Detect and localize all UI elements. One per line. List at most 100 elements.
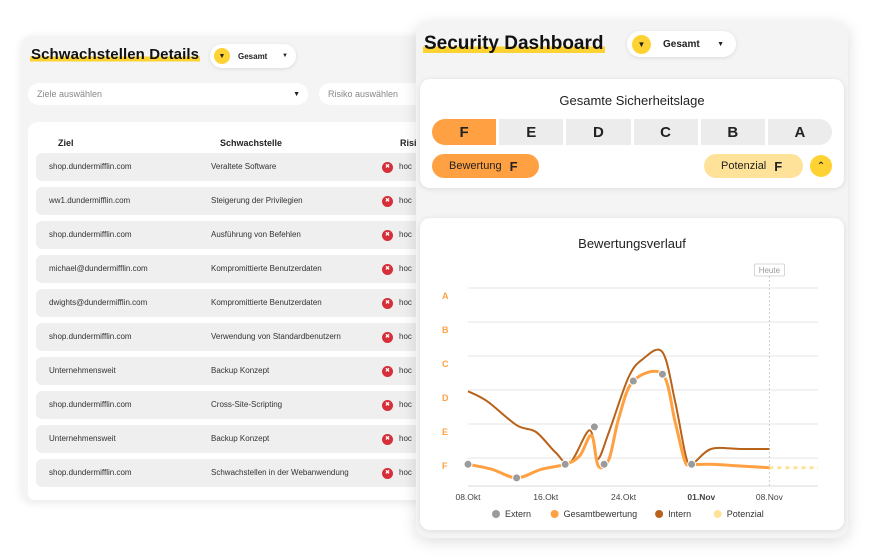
risk-select[interactable]: Risiko auswählen <box>319 83 442 105</box>
x-tick-label: 08.Nov <box>756 492 784 502</box>
grade-b: B <box>700 119 765 145</box>
table-row[interactable]: shop.dundermifflin.com Schwachstellen in … <box>36 459 442 487</box>
dashboard-filter-label: Gesamt <box>663 38 700 50</box>
row-risk-label: hoc <box>399 434 412 443</box>
legend-marker <box>655 510 664 518</box>
chevrons-up-icon: ⌃ <box>816 160 826 172</box>
filter-icon: ▼ <box>214 48 230 64</box>
series-line-gesamtbewertung <box>467 369 770 480</box>
legend-label: Potenzial <box>727 509 764 519</box>
row-target: shop.dundermifflin.com <box>49 230 132 239</box>
table-row[interactable]: dwights@dundermifflin.com Kompromittierte… <box>36 289 442 317</box>
today-badge <box>753 263 785 277</box>
row-target: shop.dundermifflin.com <box>49 400 132 409</box>
y-tick-label: C <box>442 359 449 369</box>
potential-value: F <box>774 158 783 174</box>
x-tick-label: 08.Okt <box>455 492 481 502</box>
column-header-risk: Risik <box>400 138 422 148</box>
risk-high-icon: ✖ <box>382 297 393 309</box>
legend-label: Gesamtbewertung <box>564 509 638 519</box>
row-risk-label: hoc <box>399 468 412 477</box>
table-row[interactable]: ww1.dundermifflin.com Steigerung der Priv… <box>36 187 442 215</box>
row-target: Unternehmensweit <box>49 434 116 443</box>
row-vulnerability: Backup Konzept <box>211 366 270 375</box>
today-label: Heute <box>759 266 781 275</box>
row-target: ww1.dundermifflin.com <box>49 196 131 205</box>
y-tick-label: A <box>442 291 449 301</box>
legend-label: Extern <box>505 509 531 519</box>
table-row[interactable]: shop.dundermifflin.com Veraltete Software… <box>36 153 442 181</box>
chevron-down-icon: ▼ <box>293 90 300 98</box>
vulnerability-details-title: Schwachstellen Details <box>30 46 201 63</box>
row-risk: ✖ hoc <box>382 187 412 215</box>
row-risk-label: hoc <box>399 230 412 239</box>
risk-select-placeholder: Risiko auswählen <box>328 89 399 99</box>
row-risk: ✖ hoc <box>382 459 412 487</box>
row-risk-label: hoc <box>399 196 412 205</box>
row-risk: ✖ hoc <box>382 289 412 317</box>
security-dashboard-panel: Security Dashboard ▼ Gesamt ▼ Gesamte Si… <box>416 22 848 538</box>
series-point-extern <box>628 376 638 386</box>
row-risk-label: hoc <box>399 332 412 341</box>
row-vulnerability: Kompromittierte Benutzerdaten <box>211 264 322 273</box>
series-point-extern <box>512 473 522 483</box>
series-point-extern <box>560 459 570 469</box>
y-tick-label: B <box>442 325 449 335</box>
table-row[interactable]: shop.dundermifflin.com Ausführung von Bef… <box>36 221 442 249</box>
table-row[interactable]: shop.dundermifflin.com Verwendung von Sta… <box>36 323 442 351</box>
y-tick-label: D <box>442 393 449 403</box>
row-vulnerability: Ausführung von Befehlen <box>211 230 301 239</box>
series-point-extern <box>463 459 473 469</box>
row-risk: ✖ hoc <box>382 153 412 181</box>
targets-select-placeholder: Ziele auswählen <box>37 89 103 99</box>
row-risk-label: hoc <box>399 366 412 375</box>
row-risk-label: hoc <box>399 162 412 171</box>
rating-value: F <box>509 158 518 174</box>
legend-marker <box>713 510 722 518</box>
targets-select[interactable]: Ziele auswählen ▼ <box>28 83 308 105</box>
chevron-down-icon: ▼ <box>717 40 724 48</box>
table-row[interactable]: michael@dundermifflin.com Kompromittierte… <box>36 255 442 283</box>
column-header-target: Ziel <box>58 138 74 148</box>
collapse-button[interactable]: ⌃ <box>810 155 832 177</box>
grade-e: E <box>499 119 564 145</box>
chevron-down-icon: ▼ <box>282 53 288 59</box>
column-header-vulnerability: Schwachstelle <box>220 138 283 148</box>
row-vulnerability: Schwachstellen in der Webanwendung <box>211 468 349 477</box>
rating-badge: Bewertung F <box>432 154 539 178</box>
row-risk-label: hoc <box>399 400 412 409</box>
y-tick-label: F <box>442 461 448 471</box>
filter-icon: ▼ <box>632 34 651 54</box>
risk-high-icon: ✖ <box>382 263 393 275</box>
vulnerability-filter-dropdown[interactable]: ▼ Gesamt ▼ <box>210 44 296 68</box>
series-point-extern <box>599 459 609 469</box>
row-target: shop.dundermifflin.com <box>49 332 132 341</box>
table-row[interactable]: Unternehmensweit Backup Konzept ✖ hoc <box>36 425 442 453</box>
grade-a: A <box>767 119 833 145</box>
table-row[interactable]: Unternehmensweit Backup Konzept ✖ hoc <box>36 357 442 385</box>
rating-label: Bewertung <box>449 160 502 172</box>
risk-high-icon: ✖ <box>382 161 393 173</box>
series-point-extern <box>687 459 697 469</box>
dashboard-filter-dropdown[interactable]: ▼ Gesamt ▼ <box>627 31 736 57</box>
table-row[interactable]: shop.dundermifflin.com Cross-Site-Scripti… <box>36 391 442 419</box>
y-tick-label: E <box>442 427 448 437</box>
grade-f: F <box>432 119 497 145</box>
x-tick-label: 24.Okt <box>611 492 637 502</box>
risk-high-icon: ✖ <box>382 365 393 377</box>
row-vulnerability: Veraltete Software <box>211 162 277 171</box>
x-tick-label: 16.Okt <box>533 492 559 502</box>
risk-high-icon: ✖ <box>382 399 393 411</box>
risk-high-icon: ✖ <box>382 331 393 343</box>
rating-history-chart: F E D C B A Heute 08.Okt 16.Okt 24.Okt 01.Nov 08.No… <box>442 263 818 519</box>
row-target: shop.dundermifflin.com <box>49 162 132 171</box>
row-risk: ✖ hoc <box>382 391 412 419</box>
row-vulnerability: Steigerung der Privilegien <box>211 196 303 205</box>
risk-high-icon: ✖ <box>382 433 393 445</box>
row-target: dwights@dundermifflin.com <box>49 298 148 307</box>
vulnerability-details-panel: Schwachstellen Details ▼ Gesamt ▼ Ziele … <box>22 36 442 500</box>
legend-marker <box>550 510 559 518</box>
row-risk: ✖ hoc <box>382 357 412 385</box>
row-target: michael@dundermifflin.com <box>49 264 148 273</box>
rating-history-title: Bewertungsverlauf <box>578 236 686 251</box>
